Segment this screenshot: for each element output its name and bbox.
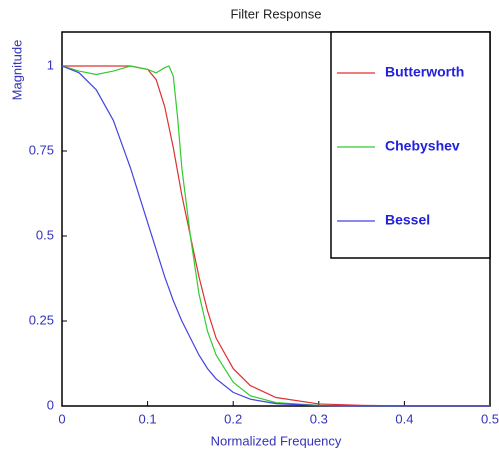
y-tick-label: 0.25	[29, 312, 54, 327]
legend-box	[330, 31, 491, 259]
legend-label: Bessel	[385, 212, 430, 228]
y-tick-label: 0	[47, 397, 54, 412]
series-line	[62, 65, 490, 407]
x-tick-label: 0.4	[395, 411, 413, 426]
legend-label: Butterworth	[385, 64, 464, 80]
chart-title: Filter Response	[230, 6, 321, 21]
legend-label: Chebyshev	[385, 138, 460, 154]
y-tick-label: 1	[47, 57, 54, 72]
series-line	[61, 65, 490, 407]
x-tick-label: 0.3	[310, 411, 328, 426]
x-tick-label: 0	[58, 411, 65, 426]
y-axis-label: Magnitude	[9, 40, 24, 101]
x-tick-label: 0.2	[224, 411, 242, 426]
x-tick-label: 0.5	[481, 411, 499, 426]
x-tick-label: 0.1	[139, 411, 157, 426]
x-axis-label: Normalized Frequency	[211, 433, 342, 448]
series-line	[61, 65, 490, 407]
y-tick-label: 0.75	[29, 142, 54, 157]
y-tick-label: 0.5	[36, 227, 54, 242]
